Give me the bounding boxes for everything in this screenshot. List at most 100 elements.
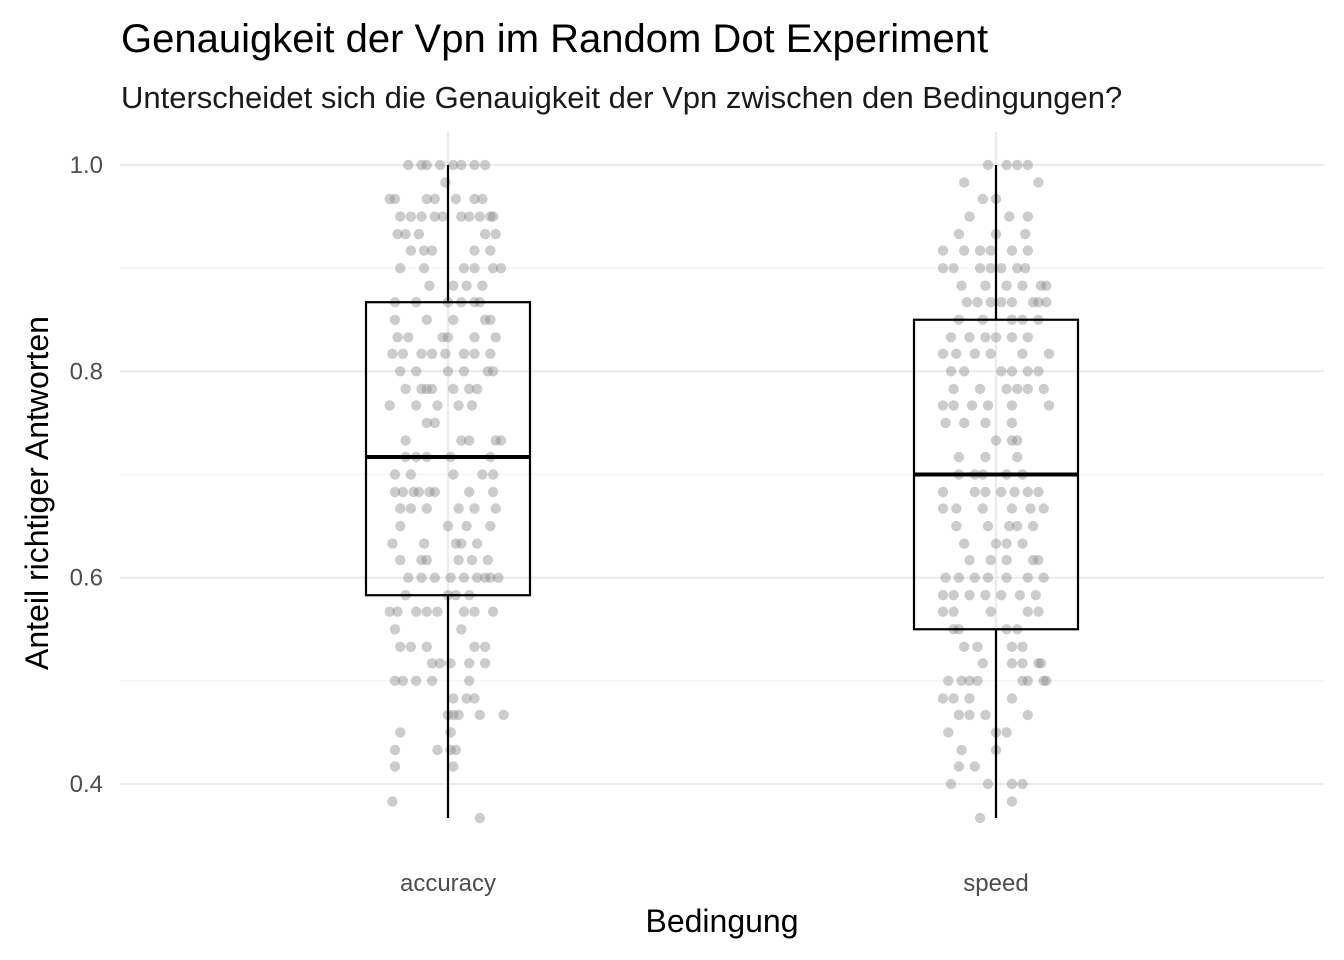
data-point [477,280,488,291]
data-point [448,383,459,395]
data-point [982,400,994,411]
data-point [948,383,959,395]
data-point [421,641,432,652]
data-point [479,658,491,669]
data-point [980,486,991,498]
data-point [482,554,493,566]
data-point [980,332,991,343]
data-point [448,280,459,291]
data-point [990,538,1002,549]
data-point [1006,796,1018,807]
data-point [1035,658,1047,669]
data-point [996,263,1007,274]
data-point [1035,280,1047,291]
data-point [966,400,978,411]
data-point [479,159,491,171]
data-point [490,503,501,514]
data-point [464,486,475,498]
data-point [474,709,485,721]
data-point [397,486,409,498]
data-point [1022,211,1033,222]
data-point [479,572,491,583]
data-point [1022,675,1033,686]
data-point [972,641,983,652]
data-point [495,435,507,446]
data-point [1027,554,1039,566]
data-point [948,263,959,274]
data-point [969,486,980,498]
chart-title: Genauigkeit der Vpn im Random Dot Experi… [121,17,988,61]
data-point [982,778,994,790]
data-point [956,744,967,756]
data-point [395,263,406,274]
data-point [479,641,491,652]
data-point [429,572,440,583]
data-point [469,641,480,652]
data-point [1006,245,1018,256]
x-axis-title: Bedingung [645,903,798,939]
data-point [985,554,996,566]
chart-subtitle: Unterscheidet sich die Genauigkeit der V… [121,80,1122,115]
data-point [1017,348,1028,359]
data-point [493,572,504,583]
data-point [1012,435,1023,446]
data-point [959,538,970,549]
data-point [384,193,395,205]
data-point [448,693,459,704]
data-point [985,606,996,617]
data-point [1030,590,1042,601]
data-point [405,469,417,480]
data-point [959,366,970,377]
data-point [1041,297,1052,308]
data-point [469,348,480,359]
data-point [1022,245,1033,256]
data-point [943,727,954,738]
data-point [487,211,499,222]
data-point [951,520,962,532]
data-point [395,520,406,532]
data-point [1012,451,1023,463]
data-point [471,383,483,395]
data-point [951,348,962,359]
data-point [1017,280,1028,291]
data-point [959,245,970,256]
data-point [421,503,432,514]
data-point [426,245,438,256]
data-point [1033,177,1044,188]
data-point [448,709,459,721]
data-point [442,332,454,343]
data-point [461,520,472,532]
data-point [456,159,467,171]
data-point [964,554,975,566]
data-point [1027,297,1039,308]
data-point [964,590,975,601]
data-point [448,761,459,772]
data-point [1033,486,1044,498]
data-point [469,606,480,617]
data-point [1004,520,1015,532]
data-point [956,675,967,686]
data-point [392,332,403,343]
data-point [948,590,959,601]
data-point [1033,658,1044,669]
data-point [384,606,395,617]
data-point [413,486,425,498]
data-point [485,245,496,256]
data-point [456,538,467,549]
data-point [1022,159,1033,171]
data-point [490,332,501,343]
data-point [1006,658,1018,669]
data-point [1009,486,1020,498]
data-point [948,400,959,411]
data-point [411,675,422,686]
data-point [953,451,965,463]
data-point [996,366,1007,377]
data-point [953,761,965,772]
data-point [490,435,501,446]
data-point [1006,778,1018,790]
y-axis-title: Anteil richtiger Antworten [19,316,55,670]
data-point [453,709,464,721]
data-point [972,675,983,686]
data-point [448,469,459,480]
data-point [411,606,422,617]
